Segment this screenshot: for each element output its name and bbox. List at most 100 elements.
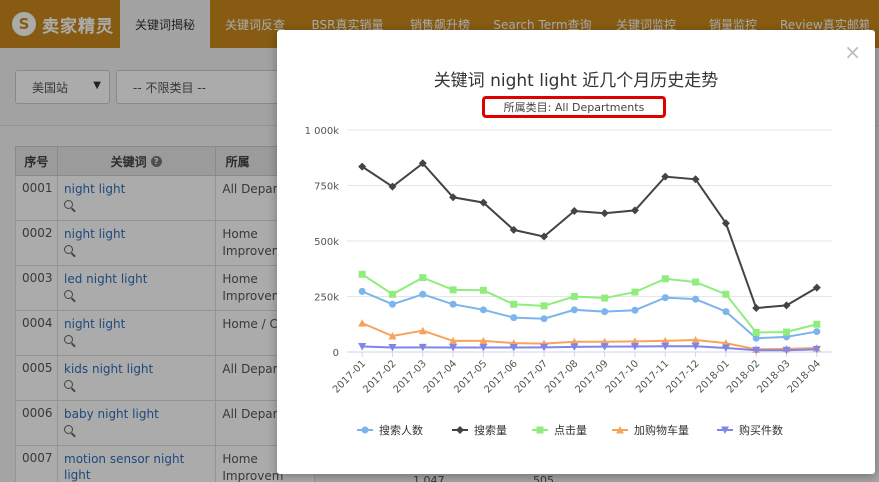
data-point xyxy=(540,343,549,352)
category-select-value: -- 不限类目 -- xyxy=(133,80,206,95)
y-tick-label: 250k xyxy=(314,293,339,304)
table-row: 0001 night light All Depar xyxy=(15,176,315,221)
data-point xyxy=(661,336,670,345)
data-point xyxy=(419,274,427,282)
keyword-cell: night light xyxy=(58,221,217,265)
data-point xyxy=(509,225,518,234)
keyword-link[interactable]: night light xyxy=(64,317,126,331)
data-point xyxy=(721,219,730,228)
data-point xyxy=(691,342,700,351)
caret-down-icon: ▼ xyxy=(93,80,101,91)
legend-item[interactable]: 加购物车量 xyxy=(634,423,689,437)
chart-title: 关键词 night light 近几个月历史走势 xyxy=(433,71,719,91)
y-tick-label: 0 xyxy=(333,348,339,359)
data-point xyxy=(661,172,670,181)
tab-search-term[interactable]: Search Term查询 xyxy=(493,17,592,32)
tab-sales-surge[interactable]: 销售飙升榜 xyxy=(409,17,470,32)
legend-item[interactable]: 搜索人数 xyxy=(379,423,423,437)
legend-marker xyxy=(456,426,464,434)
data-point xyxy=(783,328,791,336)
site-select[interactable]: 美国站 ▼ xyxy=(15,70,110,104)
data-point xyxy=(812,345,821,354)
data-point xyxy=(600,343,609,351)
table-row: 0005 kids night light All Depar xyxy=(15,356,315,401)
data-point xyxy=(479,344,488,352)
data-point xyxy=(510,314,518,322)
data-point xyxy=(631,288,639,296)
search-icon[interactable] xyxy=(64,245,73,254)
data-point xyxy=(358,162,367,171)
search-icon[interactable] xyxy=(64,380,73,389)
keyword-table: 序号 关键词 ? 所属 0001 night light All Depar 0002… xyxy=(15,146,315,482)
search-icon[interactable] xyxy=(64,425,73,434)
tab-keyword-monitor[interactable]: 关键词监控 xyxy=(615,17,676,32)
data-point xyxy=(691,336,700,344)
data-point xyxy=(540,302,548,310)
tab-keyword-reveal[interactable]: 关键词揭秘 xyxy=(120,0,210,48)
help-icon[interactable]: ? xyxy=(150,155,162,167)
data-point xyxy=(752,328,760,336)
logo[interactable]: S 卖家精灵 xyxy=(0,0,120,48)
category-cell: Home Improvem xyxy=(216,221,315,265)
data-point xyxy=(692,278,700,286)
data-point xyxy=(692,295,700,303)
table-row: 0007 motion sensor night light Home Improv… xyxy=(15,446,315,482)
data-point xyxy=(570,343,579,351)
data-point xyxy=(449,286,457,294)
data-point xyxy=(812,283,821,292)
series-line-2 xyxy=(361,273,818,334)
data-point xyxy=(722,308,730,316)
tab-review-email[interactable]: Review真实邮箱 xyxy=(780,17,869,32)
search-icon[interactable] xyxy=(64,335,73,344)
row-number: 0001 xyxy=(16,176,58,220)
data-point xyxy=(661,342,670,351)
legend-item[interactable]: 点击量 xyxy=(554,424,587,437)
data-point xyxy=(600,209,609,218)
series-line-1 xyxy=(361,161,818,310)
row-number: 0003 xyxy=(16,266,58,310)
keyword-link[interactable]: led night light xyxy=(64,272,148,286)
partial-value-1: 1,047 xyxy=(413,474,445,482)
y-tick-label: 500k xyxy=(314,237,339,248)
keyword-link[interactable]: night light xyxy=(64,182,126,196)
data-point xyxy=(661,275,669,283)
data-point xyxy=(388,290,396,298)
data-point xyxy=(570,207,579,216)
keyword-link[interactable]: motion sensor night light xyxy=(64,452,185,482)
y-tick-label: 750k xyxy=(314,182,339,193)
tab-keyword-reverse[interactable]: 关键词反查 xyxy=(224,17,285,32)
data-point xyxy=(752,346,761,355)
close-icon[interactable]: × xyxy=(844,40,861,64)
search-icon[interactable] xyxy=(64,200,73,209)
data-point xyxy=(479,198,488,207)
data-point xyxy=(570,293,578,300)
data-point xyxy=(358,319,367,327)
legend-item[interactable]: 搜索量 xyxy=(474,423,507,437)
header-no: 序号 xyxy=(16,147,58,175)
data-point xyxy=(752,304,761,313)
data-point xyxy=(630,342,639,351)
tab-bsr-sales[interactable]: BSR真实销量 xyxy=(311,17,384,32)
table-row: 0002 night light Home Improvem xyxy=(15,221,315,266)
site-select-value: 美国站 xyxy=(32,80,69,95)
keyword-cell: night light xyxy=(58,311,217,355)
legend-item[interactable]: 购买件数 xyxy=(739,423,783,437)
series-line-3 xyxy=(361,322,817,351)
data-point xyxy=(782,346,791,355)
tab-sales-monitor[interactable]: 销量监控 xyxy=(708,17,757,32)
data-point xyxy=(601,294,609,302)
keyword-link[interactable]: kids night light xyxy=(64,362,154,376)
data-point xyxy=(691,175,700,184)
table-header: 序号 关键词 ? 所属 xyxy=(15,146,315,176)
search-icon[interactable] xyxy=(64,290,73,299)
data-point xyxy=(479,336,488,345)
data-point xyxy=(570,306,578,314)
keyword-cell: night light xyxy=(58,176,217,220)
y-tick-label: 1 000k xyxy=(305,126,340,137)
keyword-link[interactable]: baby night light xyxy=(64,407,159,421)
data-point xyxy=(813,320,821,328)
data-point xyxy=(358,270,366,278)
legend-marker xyxy=(361,426,369,434)
keyword-link[interactable]: night light xyxy=(64,227,126,241)
legend-marker xyxy=(536,426,544,434)
